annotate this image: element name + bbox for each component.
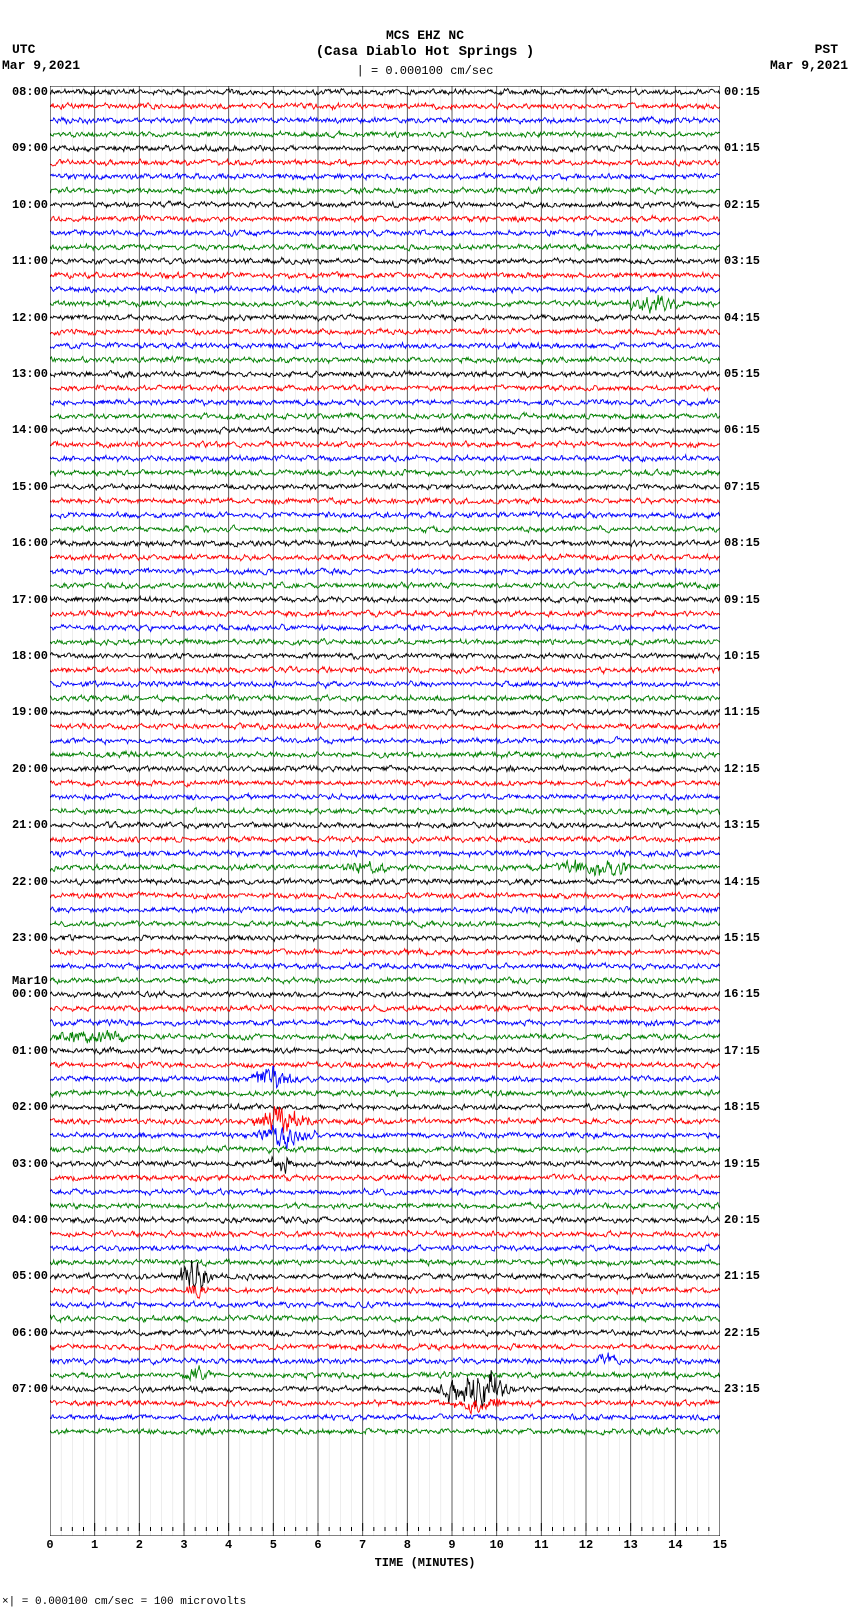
pst-time-label: 01:15 <box>724 141 760 155</box>
pst-time-label: 02:15 <box>724 198 760 212</box>
pst-time-label: 07:15 <box>724 480 760 494</box>
utc-time-label: 10:00 <box>4 198 48 212</box>
x-tick-label: 6 <box>308 1538 328 1552</box>
utc-time-label: 12:00 <box>4 311 48 325</box>
pst-time-label: 12:15 <box>724 762 760 776</box>
helicorder-plot <box>50 86 720 1536</box>
x-tick-label: 2 <box>129 1538 149 1552</box>
date-left-label: Mar 9,2021 <box>2 58 80 73</box>
utc-time-label: 18:00 <box>4 649 48 663</box>
utc-time-label: 16:00 <box>4 536 48 550</box>
station-location: (Casa Diablo Hot Springs ) <box>0 44 850 60</box>
utc-time-label: 07:00 <box>4 1382 48 1396</box>
pst-time-label: 14:15 <box>724 875 760 889</box>
utc-time-label: 15:00 <box>4 480 48 494</box>
pst-time-label: 13:15 <box>724 818 760 832</box>
utc-time-label: 04:00 <box>4 1213 48 1227</box>
pst-time-label: 18:15 <box>724 1100 760 1114</box>
x-tick-label: 0 <box>40 1538 60 1552</box>
x-tick-label: 10 <box>487 1538 507 1552</box>
utc-time-label: 11:00 <box>4 254 48 268</box>
pst-time-label: 23:15 <box>724 1382 760 1396</box>
pst-time-label: 03:15 <box>724 254 760 268</box>
x-tick-label: 14 <box>665 1538 685 1552</box>
x-tick-label: 15 <box>710 1538 730 1552</box>
pst-time-label: 16:15 <box>724 987 760 1001</box>
x-axis-title: TIME (MINUTES) <box>0 1556 850 1570</box>
x-tick-label: 12 <box>576 1538 596 1552</box>
utc-time-label: 08:00 <box>4 85 48 99</box>
utc-time-label: 19:00 <box>4 705 48 719</box>
utc-time-label: 20:00 <box>4 762 48 776</box>
pst-time-label: 17:15 <box>724 1044 760 1058</box>
tz-right-label: PST <box>815 42 838 57</box>
pst-time-label: 00:15 <box>724 85 760 99</box>
x-tick-label: 8 <box>397 1538 417 1552</box>
pst-time-label: 08:15 <box>724 536 760 550</box>
pst-time-label: 11:15 <box>724 705 760 719</box>
pst-time-label: 19:15 <box>724 1157 760 1171</box>
x-tick-label: 13 <box>621 1538 641 1552</box>
pst-time-label: 15:15 <box>724 931 760 945</box>
utc-time-label: 17:00 <box>4 593 48 607</box>
day-change-label: Mar10 <box>4 974 48 988</box>
x-tick-label: 11 <box>531 1538 551 1552</box>
utc-time-label: 00:00 <box>4 987 48 1001</box>
pst-time-label: 06:15 <box>724 423 760 437</box>
scale-marker: | = 0.000100 cm/sec <box>0 64 850 78</box>
utc-time-label: 02:00 <box>4 1100 48 1114</box>
date-right-label: Mar 9,2021 <box>770 58 848 73</box>
footer-scale: ×| = 0.000100 cm/sec = 100 microvolts <box>2 1596 246 1608</box>
tz-left-label: UTC <box>12 42 35 57</box>
x-tick-label: 9 <box>442 1538 462 1552</box>
x-tick-label: 5 <box>263 1538 283 1552</box>
utc-time-label: 09:00 <box>4 141 48 155</box>
x-tick-label: 4 <box>219 1538 239 1552</box>
x-tick-label: 3 <box>174 1538 194 1552</box>
utc-time-label: 13:00 <box>4 367 48 381</box>
seismogram-page: MCS EHZ NC (Casa Diablo Hot Springs ) | … <box>0 0 850 1613</box>
pst-time-label: 09:15 <box>724 593 760 607</box>
utc-time-label: 05:00 <box>4 1269 48 1283</box>
pst-time-label: 21:15 <box>724 1269 760 1283</box>
x-tick-label: 7 <box>353 1538 373 1552</box>
utc-time-label: 03:00 <box>4 1157 48 1171</box>
pst-time-label: 10:15 <box>724 649 760 663</box>
utc-time-label: 23:00 <box>4 931 48 945</box>
utc-time-label: 14:00 <box>4 423 48 437</box>
utc-time-label: 21:00 <box>4 818 48 832</box>
pst-time-label: 05:15 <box>724 367 760 381</box>
utc-time-label: 22:00 <box>4 875 48 889</box>
utc-time-label: 01:00 <box>4 1044 48 1058</box>
pst-time-label: 04:15 <box>724 311 760 325</box>
station-title: MCS EHZ NC <box>0 28 850 43</box>
pst-time-label: 22:15 <box>724 1326 760 1340</box>
x-tick-label: 1 <box>85 1538 105 1552</box>
utc-time-label: 06:00 <box>4 1326 48 1340</box>
pst-time-label: 20:15 <box>724 1213 760 1227</box>
